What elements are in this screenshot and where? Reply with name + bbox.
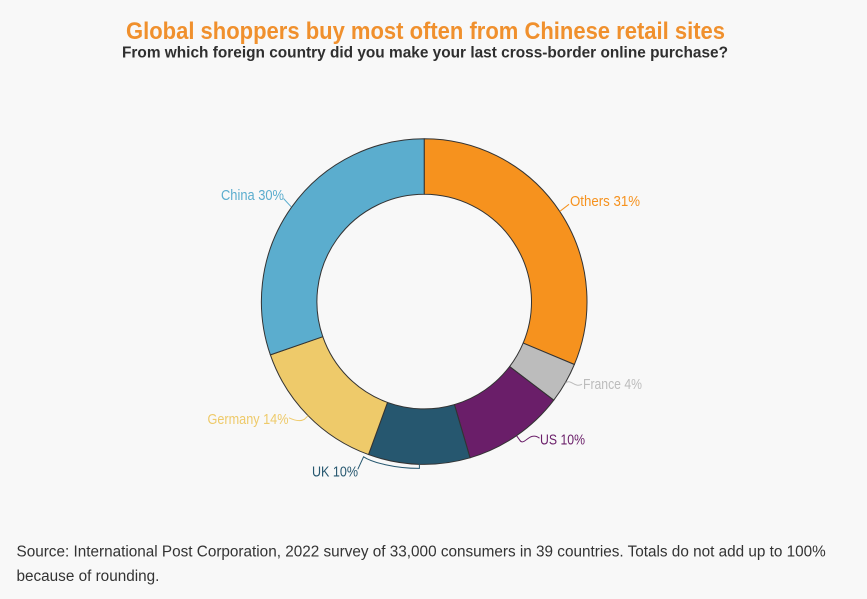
svg-text:Others 31%: Others 31% [570,194,640,210]
svg-text:Source: International Post Cor: Source: International Post Corporation, … [17,544,827,561]
svg-text:France 4%: France 4% [583,377,642,393]
svg-text:Germany 14%: Germany 14% [208,412,289,428]
svg-text:Global shoppers buy most often: Global shoppers buy most often from Chin… [126,18,725,45]
svg-text:China 30%: China 30% [221,188,284,204]
svg-text:UK 10%: UK 10% [312,464,358,480]
svg-text:From which foreign country did: From which foreign country did you make … [122,45,728,62]
svg-text:because of rounding.: because of rounding. [17,568,160,585]
svg-text:US 10%: US 10% [540,433,585,449]
